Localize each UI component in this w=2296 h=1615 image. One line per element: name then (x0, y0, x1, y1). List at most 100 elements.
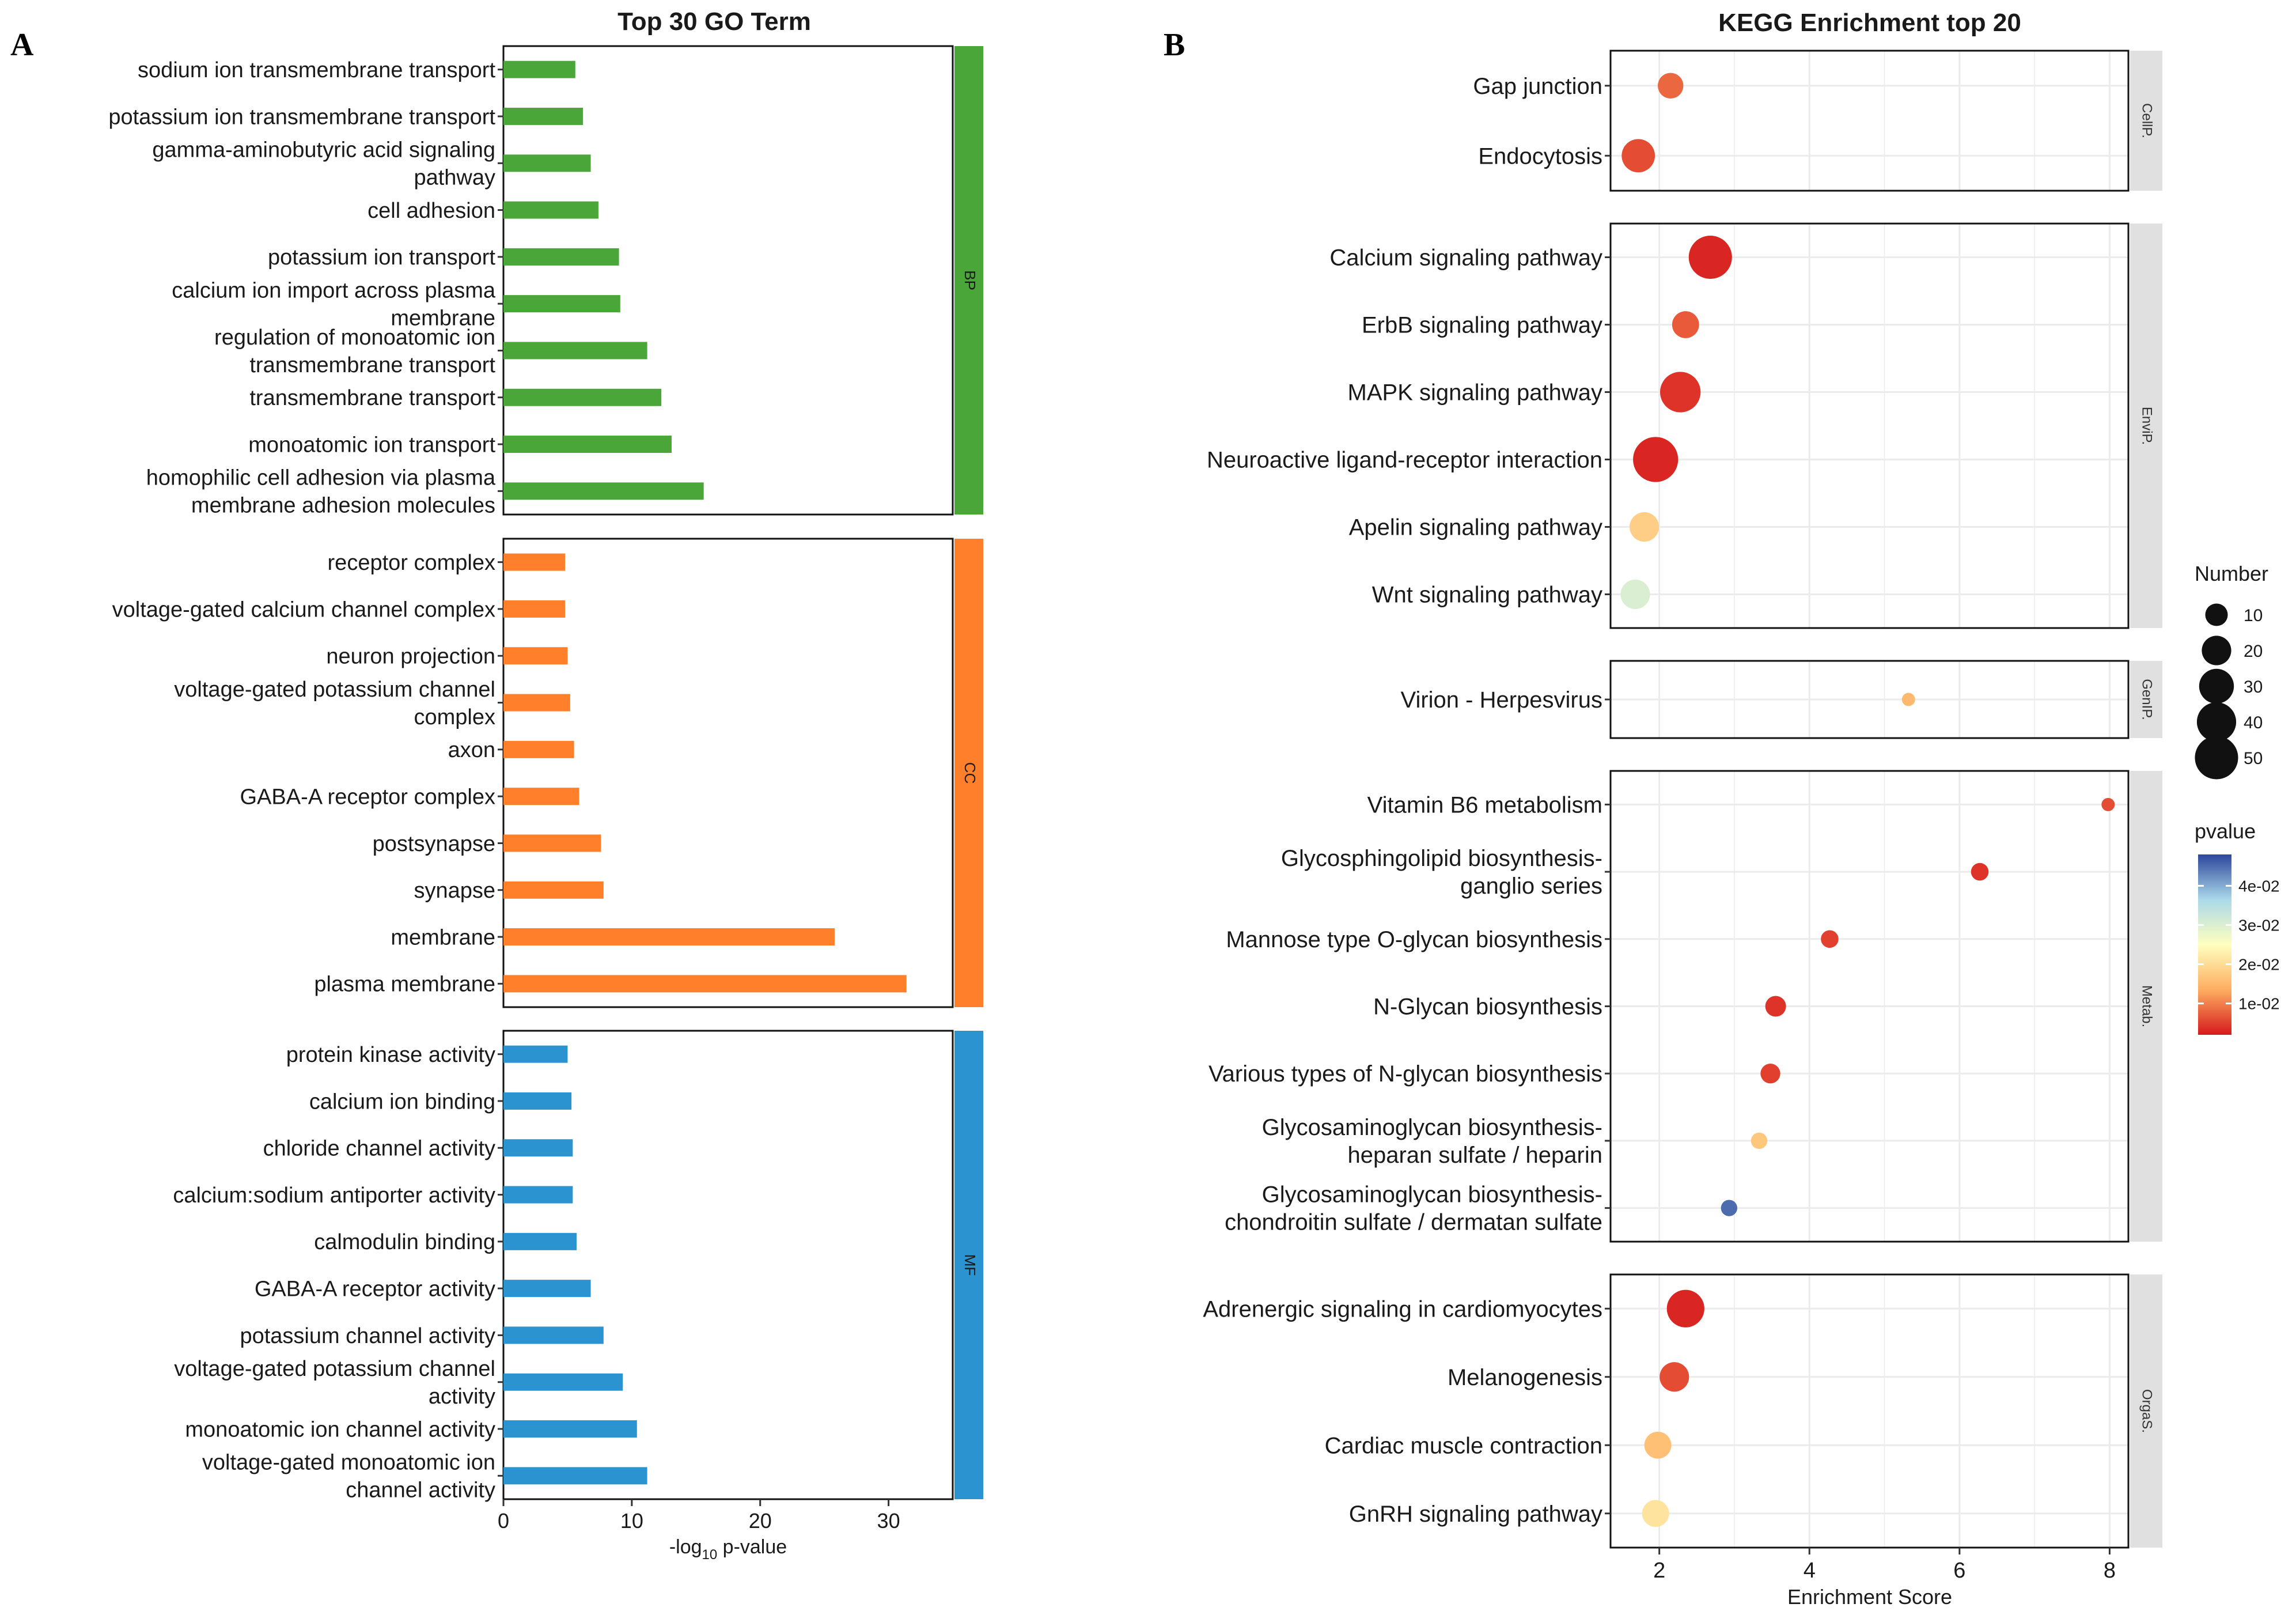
go-term-label: protein kinase activity (286, 1043, 495, 1067)
go-xtick-label: 10 (620, 1509, 643, 1533)
color-legend-label: 2e-02 (2238, 956, 2280, 974)
kegg-facet-strip-label: GenIP. (2139, 679, 2155, 720)
go-term-label: calcium ion binding (309, 1090, 495, 1114)
go-term-label: voltage-gated monoatomic ion channel acti… (202, 1451, 495, 1503)
kegg-xtick-label: 8 (2104, 1559, 2116, 1583)
go-bar (503, 342, 647, 360)
kegg-pathway-label: Adrenergic signaling in cardiomyocytes (1203, 1296, 1602, 1322)
go-bar (503, 694, 570, 712)
go-bar (503, 107, 584, 125)
color-legend: pvalue 1e-02 2e-02 3e-02 4e-02 (2195, 819, 2280, 1035)
go-term-label: transmembrane transport (249, 386, 495, 410)
kegg-point (1751, 1132, 1768, 1149)
go-x-axis-label: -log10 p-value (669, 1536, 787, 1563)
go-facet-mf: MF protein kinase activity calcium ion bin… (173, 1030, 983, 1503)
go-bar (503, 1467, 647, 1485)
go-bar (503, 788, 579, 805)
go-term-label: potassium ion transmembrane transport (108, 105, 495, 129)
go-facet-cc: CC receptor complex voltage-gated calcium … (112, 538, 983, 1008)
kegg-point (1666, 1289, 1704, 1327)
kegg-point (1620, 579, 1650, 610)
go-term-label: sodium ion transmembrane transport (138, 58, 495, 82)
go-facet-strip (954, 1031, 983, 1499)
kegg-point (1765, 996, 1786, 1017)
go-facet-bp: BP sodium ion transmembrane transport pota… (108, 45, 983, 518)
kegg-point (1760, 1064, 1780, 1084)
kegg-point (1642, 1500, 1669, 1527)
kegg-pathway-label: Vitamin B6 metabolism (1367, 792, 1602, 818)
go-facet-strip-label: BP (961, 270, 979, 290)
kegg-pathway-label: MAPK signaling pathway (1348, 380, 1602, 406)
kegg-pathway-label: Apelin signaling pathway (1349, 515, 1602, 540)
kegg-x-axis: 2 4 6 8 (1653, 1548, 2116, 1583)
kegg-facet-cellp: CellP. Gap junction Endocytosis (1473, 50, 2162, 192)
kegg-facet-strip (2130, 51, 2162, 191)
go-xtick-label: 20 (749, 1509, 772, 1533)
size-legend-dot (2202, 636, 2231, 665)
kegg-point (1658, 73, 1684, 99)
kegg-facet-strip (2130, 771, 2162, 1242)
go-bar (503, 201, 598, 219)
go-xtick-label: 30 (877, 1509, 900, 1533)
go-term-label: neuron projection (326, 645, 495, 669)
size-legend-dot (2205, 603, 2228, 626)
go-bar (503, 60, 575, 78)
kegg-facet-orgas: OrgaS. Adrenergic signaling in cardiomyoc… (1203, 1273, 2162, 1549)
go-bar (503, 1326, 604, 1344)
kegg-facet-metab: Metab. Vitamin B6 metabolism Glycosphingol… (1208, 770, 2162, 1243)
go-term-label: chloride channel activity (263, 1137, 495, 1161)
go-bar (503, 1373, 623, 1391)
kegg-pathway-label: Various types of N-glycan biosynthesis (1208, 1061, 1602, 1087)
kegg-point (1721, 1200, 1738, 1216)
kegg-point (1672, 311, 1699, 338)
go-term-label: cell adhesion (367, 199, 495, 223)
go-bar (503, 600, 565, 618)
kegg-facet-panel-bg (1611, 51, 2128, 191)
color-legend-title: pvalue (2195, 819, 2256, 843)
kegg-point (1901, 693, 1915, 706)
go-term-label: calcium:sodium antiporter activity (173, 1183, 495, 1208)
go-xtick-label: 0 (498, 1509, 509, 1533)
kegg-pathway-label: Glycosaminoglycan biosynthesis-chondroit… (1225, 1182, 1602, 1235)
kegg-point (1660, 1362, 1689, 1392)
kegg-dot-chart: KEGG Enrichment top 20 CellP. Gap junction… (1203, 9, 2279, 1609)
kegg-chart-title: KEGG Enrichment top 20 (1718, 9, 2021, 37)
kegg-facet-strip-label: EnviP. (2139, 407, 2155, 445)
go-term-label: plasma membrane (314, 973, 495, 997)
go-term-label: membrane (391, 925, 495, 950)
kegg-facet-strip (2130, 1274, 2162, 1548)
size-legend-dot (2199, 668, 2234, 704)
color-legend-label: 4e-02 (2238, 877, 2280, 895)
kegg-point (1971, 863, 1989, 881)
go-bar (503, 1092, 572, 1110)
go-bar (503, 1139, 573, 1157)
size-legend-dot (2196, 702, 2237, 742)
kegg-pathway-label: Melanogenesis (1448, 1365, 1602, 1390)
go-bar (503, 482, 704, 500)
kegg-pathway-label: Neuroactive ligand-receptor interaction (1207, 448, 1602, 473)
kegg-point (1630, 512, 1660, 542)
kegg-pathway-label: Glycosaminoglycan biosynthesis-heparan s… (1262, 1115, 1602, 1168)
kegg-pathway-label: Endocytosis (1478, 143, 1602, 169)
kegg-xtick-label: 4 (1804, 1559, 1816, 1583)
go-bar (503, 553, 565, 571)
go-term-label: monoatomic ion transport (248, 433, 495, 457)
size-legend-label: 20 (2244, 642, 2263, 661)
go-bar (503, 834, 601, 852)
kegg-facet-strip-label: OrgaS. (2139, 1389, 2155, 1433)
go-term-label: regulation of monoatomic ion transmembran… (214, 326, 495, 377)
go-term-label: calcium ion import across plasma membrane (172, 278, 496, 330)
kegg-pathway-label: Wnt signaling pathway (1372, 583, 1602, 608)
go-bar (503, 928, 835, 946)
kegg-facet-border (1609, 50, 2130, 192)
kegg-facet-strip (2130, 661, 2162, 738)
kegg-pathway-label: Glycosphingolipid biosynthesis-ganglio s… (1281, 846, 1602, 899)
go-term-label: potassium ion transport (268, 245, 495, 270)
go-bar (503, 1420, 637, 1438)
size-legend-label: 40 (2244, 713, 2263, 732)
kegg-point (1633, 437, 1679, 482)
kegg-pathway-label: Gap junction (1473, 74, 1602, 99)
go-term-label: voltage-gated potassium channel activity (174, 1357, 495, 1409)
kegg-facet-strip-label: Metab. (2139, 985, 2155, 1027)
